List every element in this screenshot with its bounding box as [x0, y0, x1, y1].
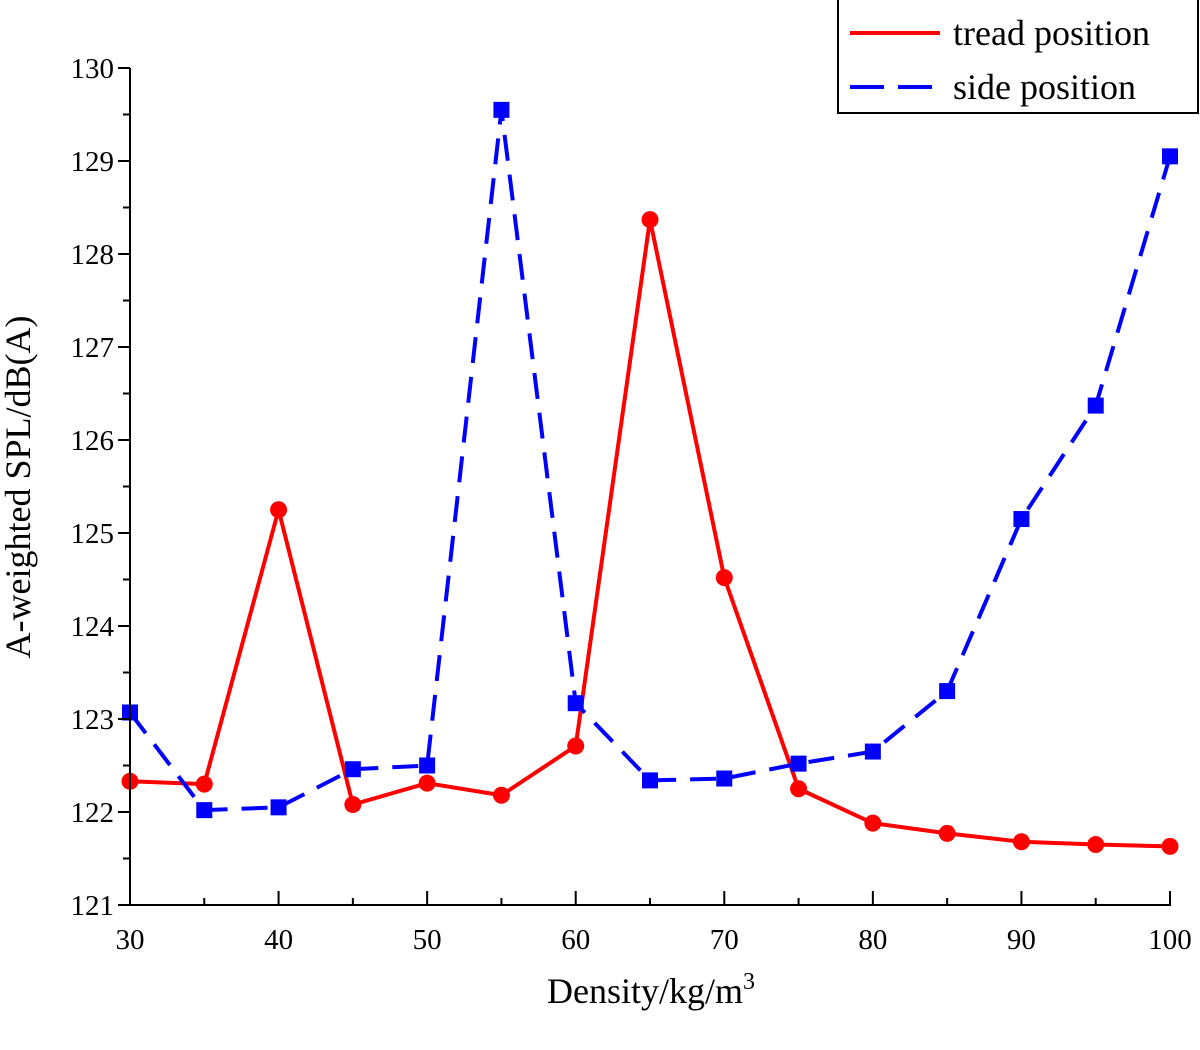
data-point-side	[790, 755, 807, 772]
x-axis-title: Density/kg/m3	[547, 969, 755, 1011]
y-tick-label: 123	[71, 704, 115, 736]
x-axis-title-superscript: 3	[743, 969, 755, 995]
data-point-tread	[790, 780, 808, 798]
y-tick-label: 126	[71, 425, 115, 457]
data-point-side	[567, 695, 584, 712]
data-point-side	[864, 743, 881, 760]
data-point-tread	[1161, 837, 1179, 855]
x-tick-label: 70	[710, 924, 739, 956]
data-point-tread	[715, 569, 733, 587]
x-tick-label: 80	[858, 924, 887, 956]
data-point-tread	[195, 775, 213, 793]
y-tick-label: 128	[71, 239, 115, 271]
legend-label-tread: tread position	[953, 13, 1150, 53]
y-tick-label: 125	[71, 518, 115, 550]
data-point-tread	[418, 774, 436, 792]
data-point-side	[1013, 511, 1030, 528]
data-point-tread	[492, 786, 510, 804]
legend-label-side: side position	[953, 67, 1136, 107]
data-point-tread	[864, 814, 882, 832]
y-tick-label: 127	[71, 332, 115, 364]
data-point-tread	[641, 211, 659, 229]
legend-box	[837, 0, 1199, 114]
data-point-side	[716, 770, 733, 787]
x-axis-title-text: Density/kg/m	[547, 971, 743, 1011]
data-point-side	[419, 757, 436, 774]
x-tick-label: 50	[413, 924, 442, 956]
x-tick-label: 90	[1007, 924, 1036, 956]
data-point-side	[270, 799, 287, 816]
series-line-side	[128, 107, 1172, 813]
data-point-tread	[1087, 836, 1105, 854]
data-point-side	[344, 761, 361, 778]
data-point-side	[1087, 397, 1104, 414]
y-tick-label: 122	[71, 797, 115, 829]
data-point-tread	[1012, 833, 1030, 851]
y-tick-label: 121	[71, 890, 115, 922]
ticks-layer: 30 40 50 60 70 80 90 100 121 122 123 124 125 126 127 12…	[71, 53, 1192, 956]
data-point-tread	[270, 501, 288, 519]
legend: tread position side position	[837, 0, 1199, 114]
data-point-tread	[344, 796, 362, 814]
data-point-side	[1162, 148, 1178, 165]
y-tick-label: 130	[71, 53, 115, 85]
series-layer	[121, 101, 1179, 855]
x-tick-label: 60	[561, 924, 590, 956]
y-tick-label: 129	[71, 146, 115, 178]
data-point-side	[196, 802, 213, 819]
x-tick-label: 100	[1148, 924, 1192, 956]
data-point-tread	[567, 737, 585, 755]
y-axis-title: A-weighted SPL/dB(A)	[0, 316, 38, 659]
x-tick-label: 30	[116, 924, 145, 956]
data-point-side	[642, 772, 658, 789]
y-tick-label: 124	[71, 611, 115, 643]
data-point-side	[939, 683, 956, 700]
data-point-side	[493, 101, 510, 118]
data-point-tread	[938, 824, 956, 842]
x-tick-label: 40	[264, 924, 293, 956]
